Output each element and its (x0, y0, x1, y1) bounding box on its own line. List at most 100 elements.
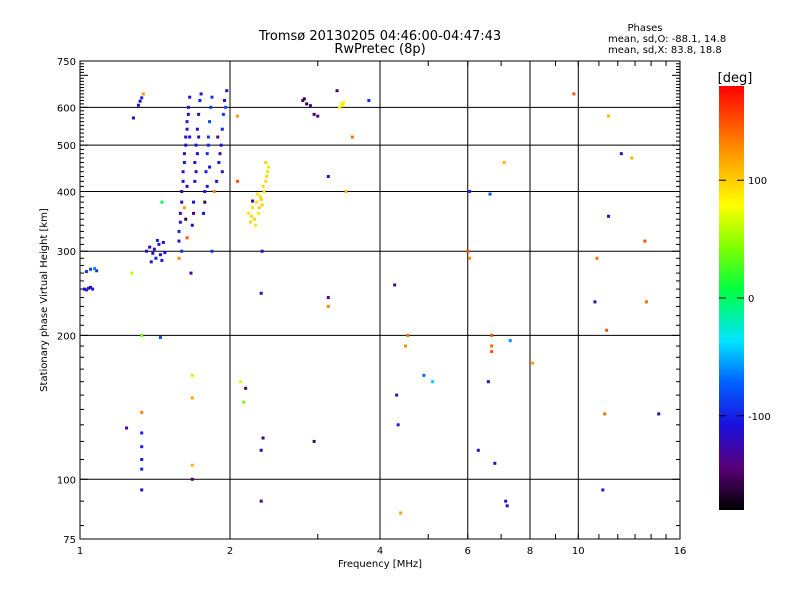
data-point (188, 135, 192, 139)
y-tick-label: 300 (57, 247, 76, 258)
data-point (177, 229, 181, 233)
data-point (188, 95, 192, 99)
data-point (399, 511, 403, 515)
data-point (195, 152, 199, 156)
data-point (264, 160, 268, 164)
data-point (161, 240, 165, 244)
data-point (326, 304, 330, 308)
data-point (182, 160, 186, 164)
data-point (184, 217, 188, 221)
stats-x-line: mean, sd,X: 83.8, 18.8 (608, 45, 722, 56)
data-point (203, 189, 207, 193)
data-point (257, 206, 261, 210)
data-point (86, 286, 90, 290)
data-point (644, 300, 648, 304)
x-tick-label: 10 (572, 546, 585, 557)
data-point (643, 239, 647, 243)
data-point (224, 105, 228, 109)
data-point (603, 412, 607, 416)
data-point (190, 477, 194, 481)
y-tick-label: 600 (57, 103, 76, 114)
x-tick-label: 4 (377, 546, 383, 557)
data-point (151, 251, 155, 255)
data-point (193, 160, 197, 164)
data-point (225, 89, 229, 93)
x-tick-label: 8 (527, 546, 533, 557)
data-point (185, 236, 189, 240)
data-point (258, 195, 262, 199)
data-point (181, 179, 185, 183)
data-point (260, 203, 264, 207)
data-point (630, 156, 634, 160)
data-point (209, 105, 213, 109)
data-point (205, 184, 209, 188)
data-point (140, 445, 144, 449)
data-point (261, 184, 265, 188)
y-tick-label: 75 (63, 535, 76, 546)
data-point (84, 288, 88, 292)
chart-title: Tromsø 20130205 04:46:00-04:47:43 (258, 29, 501, 44)
data-point (607, 114, 611, 118)
data-point (163, 251, 167, 255)
data-point (265, 174, 269, 178)
data-point (198, 99, 202, 103)
data-point (308, 104, 312, 108)
data-point (259, 499, 263, 503)
data-point (160, 200, 164, 204)
data-point (184, 135, 188, 139)
data-point (312, 439, 316, 443)
data-point (140, 467, 144, 471)
x-axis-title: Frequency [MHz] (338, 559, 422, 570)
data-point (490, 350, 494, 354)
data-point (193, 179, 197, 183)
y-tick-label: 500 (57, 141, 76, 152)
data-point (190, 463, 194, 467)
data-point (253, 217, 257, 221)
data-point (210, 249, 214, 253)
data-point (301, 99, 305, 103)
colorbar-ticks: 100 0 -100 (719, 176, 771, 423)
data-point (255, 192, 259, 196)
y-tick-label: 100 (57, 475, 76, 486)
data-point (155, 238, 159, 242)
y-tick-label: 400 (57, 187, 76, 198)
data-point (194, 170, 198, 174)
data-point (140, 457, 144, 461)
data-point (504, 499, 508, 503)
data-point (158, 253, 162, 257)
data-point (488, 192, 492, 196)
data-point (212, 189, 216, 193)
plot-area: 1 2 4 6 8 10 16 75 100 200 300 400 500 600 750 (57, 57, 686, 557)
colorbar-tick-label: -100 (748, 412, 771, 423)
data-point (256, 211, 260, 215)
data-point (149, 260, 153, 264)
data-point (406, 333, 410, 337)
data-point (185, 184, 189, 188)
data-point (131, 116, 135, 120)
data-point (422, 373, 426, 377)
data-point (593, 300, 597, 304)
data-point (186, 112, 190, 116)
data-point (220, 170, 224, 174)
data-point (140, 96, 144, 100)
data-point (466, 249, 470, 253)
data-point (182, 206, 186, 210)
data-point (148, 245, 152, 249)
data-point (260, 249, 264, 253)
data-point (177, 256, 181, 260)
data-point (468, 256, 472, 260)
data-point (208, 120, 212, 124)
data-point (203, 200, 207, 204)
data-point (341, 104, 345, 108)
data-point (395, 393, 399, 397)
data-point (505, 504, 509, 508)
data-point (342, 100, 346, 104)
data-point (264, 179, 268, 183)
data-point (190, 223, 194, 227)
data-point (262, 189, 266, 193)
data-point (302, 97, 306, 101)
data-point (204, 170, 208, 174)
y-tick-label: 200 (57, 331, 76, 342)
data-point (195, 127, 199, 131)
data-point (261, 436, 265, 440)
